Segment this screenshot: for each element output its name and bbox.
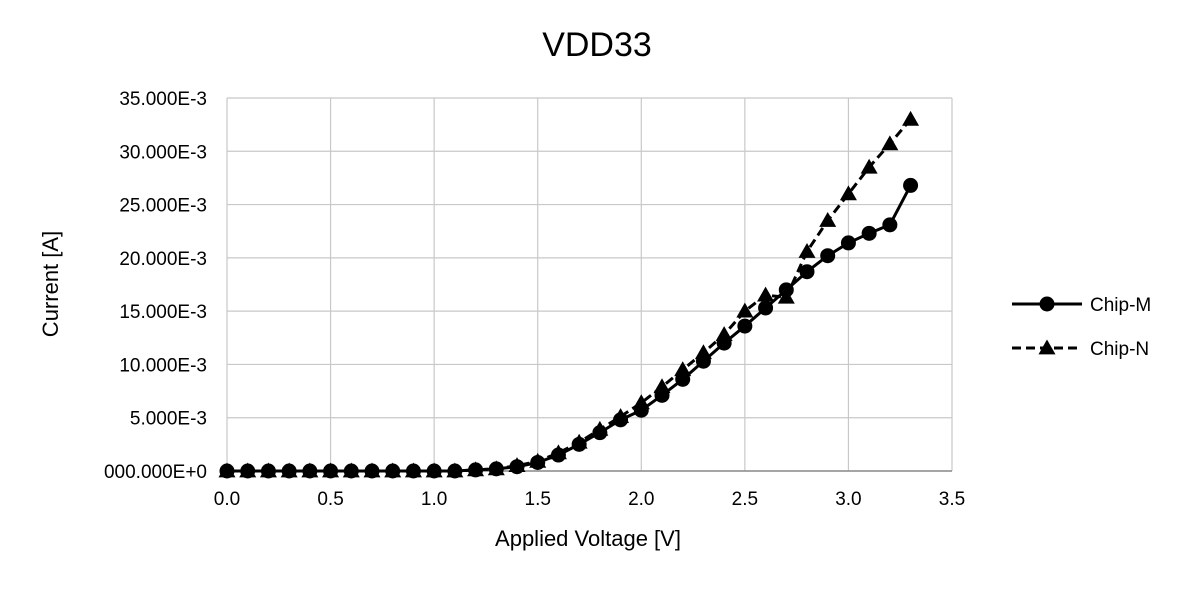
series-chip-n <box>218 110 920 478</box>
data-point-chip-n <box>280 462 298 478</box>
legend-item-chip-m: Chip-M <box>1012 295 1151 316</box>
y-tick-label: 5.000E-3 <box>130 409 207 430</box>
legend-marker-chip-n <box>1038 339 1056 355</box>
y-tick-label: 35.000E-3 <box>119 89 207 110</box>
x-tick-label: 2.0 <box>628 489 654 510</box>
data-point-chip-n <box>404 462 422 478</box>
data-point-chip-n <box>860 158 878 174</box>
y-tick-label: 15.000E-3 <box>119 302 207 323</box>
data-point-chip-n <box>715 326 733 341</box>
data-point-chip-n <box>653 378 671 394</box>
y-tick-label: 000.000E+0 <box>104 462 207 483</box>
x-tick-label: 1.5 <box>525 489 551 510</box>
x-tick-label: 1.0 <box>421 489 447 510</box>
data-point-chip-n <box>612 408 630 424</box>
data-point-chip-n <box>384 462 402 478</box>
data-point-chip-n <box>363 462 381 478</box>
series-chip-m <box>219 177 919 479</box>
data-point-chip-m <box>737 318 753 334</box>
y-tick-label: 20.000E-3 <box>119 249 207 270</box>
data-point-chip-n <box>446 462 464 478</box>
data-point-chip-n <box>591 420 609 436</box>
data-point-chip-n <box>301 462 319 478</box>
data-point-chip-n <box>467 461 485 477</box>
gridlines <box>226 97 953 472</box>
data-point-chip-n <box>322 462 340 478</box>
data-point-chip-n <box>570 433 588 449</box>
data-point-chip-n <box>508 457 526 473</box>
data-point-chip-m <box>903 177 919 193</box>
x-axis-title: Applied Voltage [V] <box>495 526 681 551</box>
data-point-chip-n <box>736 302 754 318</box>
x-tick-label: 3.0 <box>835 489 861 510</box>
data-point-chip-n <box>819 212 837 227</box>
data-point-chip-n <box>632 394 650 410</box>
axes: 0.0 0.5 1.0 1.5 2.0 2.5 3.0 3.5 000.000E+0 5.000E… <box>104 89 965 510</box>
legend-marker-chip-m <box>1039 296 1055 312</box>
data-point-chip-m <box>882 217 898 233</box>
data-point-chip-m <box>758 300 774 316</box>
data-point-chip-n <box>674 361 692 377</box>
data-point-chip-n <box>839 185 857 201</box>
data-point-chip-n <box>798 242 816 258</box>
legend-label-chip-m: Chip-M <box>1090 295 1151 316</box>
data-point-chip-m <box>799 264 815 280</box>
data-point-chip-m <box>840 235 856 251</box>
data-point-chip-m <box>820 248 836 264</box>
data-point-chip-n <box>902 110 920 126</box>
series-line-chip-n <box>227 118 912 473</box>
series-layer <box>218 110 920 479</box>
data-point-chip-n <box>694 344 712 360</box>
y-tick-label: 30.000E-3 <box>119 142 207 163</box>
data-point-chip-m <box>861 225 877 241</box>
data-point-chip-n <box>259 462 277 478</box>
data-point-chip-n <box>757 286 775 302</box>
x-tick-label: 0.5 <box>317 489 343 510</box>
y-tick-label: 10.000E-3 <box>119 355 207 376</box>
legend-label-chip-n: Chip-N <box>1090 339 1149 360</box>
x-tick-label: 2.5 <box>732 489 758 510</box>
data-point-chip-n <box>777 288 795 304</box>
data-point-chip-n <box>529 452 547 468</box>
data-point-chip-n <box>425 462 443 478</box>
x-tick-label: 3.5 <box>939 489 965 510</box>
data-point-chip-n <box>881 135 899 151</box>
series-line-chip-m <box>227 184 912 473</box>
chart-title: VDD33 <box>542 26 652 64</box>
legend: Chip-M Chip-N <box>1012 295 1151 360</box>
data-point-chip-n <box>342 462 360 478</box>
data-point-chip-n <box>487 460 505 476</box>
data-point-chip-n <box>218 462 236 478</box>
legend-item-chip-n: Chip-N <box>1012 339 1149 360</box>
data-point-chip-n <box>549 444 567 460</box>
x-tick-label: 0.0 <box>214 489 240 510</box>
data-point-chip-n <box>239 462 257 478</box>
y-axis-title: Current [A] <box>38 231 63 337</box>
y-tick-label: 25.000E-3 <box>119 196 207 217</box>
